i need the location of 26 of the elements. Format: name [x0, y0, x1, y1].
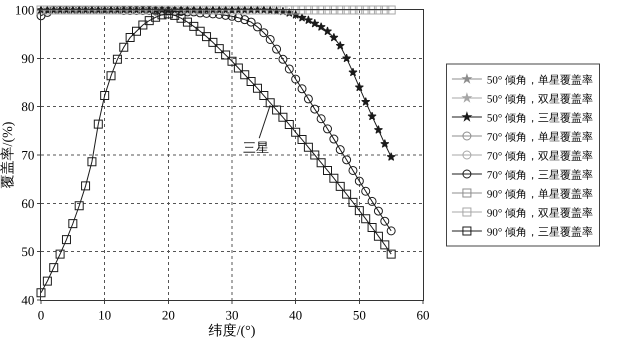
- legend-label: 70° 倾角，三星覆盖率: [486, 168, 594, 182]
- y-tick-label: 40: [21, 292, 34, 308]
- legend-label: 50° 倾角，三星覆盖率: [486, 111, 594, 124]
- x-tick-label: 0: [38, 308, 44, 323]
- x-axis-title: 纬度/(°): [208, 323, 256, 339]
- legend-label: 70° 倾角，单星覆盖率: [486, 130, 594, 144]
- legend-label: 70° 倾角，双星覆盖率: [486, 149, 594, 162]
- y-tick-label: 80: [21, 99, 34, 114]
- legend-label: 50° 倾角，单星覆盖率: [486, 73, 594, 86]
- y-tick-label: 50: [21, 244, 34, 260]
- legend-label: 90° 倾角，三星覆盖率: [486, 225, 594, 238]
- x-tick-label: 50: [352, 308, 366, 323]
- annotation: 三星: [243, 140, 269, 155]
- x-tick-label: 40: [289, 308, 302, 323]
- y-tick-label: 70: [21, 148, 34, 163]
- legend-label: 90° 倾角，双星覆盖率: [486, 206, 594, 220]
- y-tick-label: 100: [14, 2, 34, 18]
- y-axis-title: 覆盖率/(%): [0, 121, 16, 188]
- legend-label: 90° 倾角，单星覆盖率: [486, 187, 594, 200]
- legend-label: 50° 倾角，双星覆盖率: [486, 92, 594, 106]
- y-tick-label: 90: [21, 50, 34, 66]
- x-tick-label: 10: [98, 308, 112, 323]
- x-tick-label: 30: [226, 308, 238, 323]
- x-tick-label: 60: [416, 308, 430, 323]
- y-tick-label: 60: [21, 196, 34, 211]
- x-tick-label: 20: [162, 308, 175, 323]
